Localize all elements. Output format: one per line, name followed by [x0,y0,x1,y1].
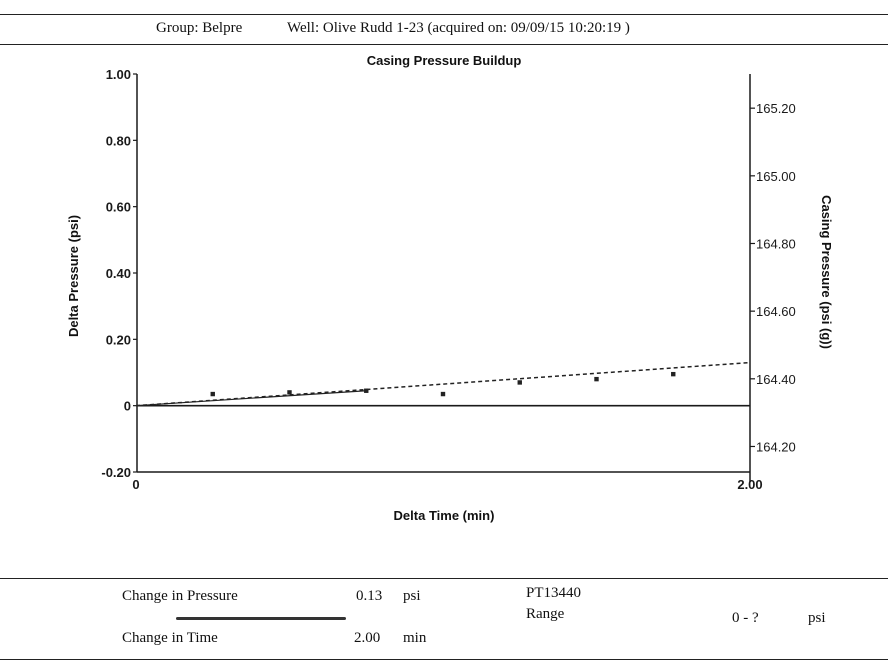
y-tick-label-5: 0.80 [106,133,131,148]
y-tick-label-3: 0.40 [106,266,131,281]
data-point-1 [287,390,292,395]
x-axis-title: Delta Time (min) [394,508,495,523]
change-time-value: 2.00 [354,630,381,646]
pressure-legend-line [176,617,346,620]
chart-title: Casing Pressure Buildup [367,53,522,68]
data-point-2 [364,388,369,393]
change-time-label: Change in Time [122,630,218,646]
y-tick-label-0: -0.20 [101,465,131,480]
x-tick-label-1: 2.00 [737,477,762,492]
footer-rule-top [0,578,888,579]
axes [133,73,755,482]
header-rule [0,44,888,45]
y-tick-label-1: 0 [124,399,131,414]
data-point-4 [517,380,522,385]
change-pressure-unit: psi [403,588,421,604]
y2-tick-label-2: 164.60 [756,304,796,319]
range-label: Range [526,606,565,622]
trend-line [135,361,751,407]
top-rule [0,14,888,15]
range-unit: psi [808,610,826,626]
data-point-0 [210,391,215,397]
y2-axis-title: Casing Pressure (psi (g)) [819,195,834,349]
y-tick-label-2: 0.20 [106,332,131,347]
x-tick-label-0: 0 [132,477,139,492]
y-tick-label-6: 1.00 [106,67,131,82]
data-point-5 [594,376,599,382]
y2-tick-label-3: 164.80 [756,236,796,251]
tick-labels: -0.2000.200.400.600.801.00164.20164.4016… [101,67,795,492]
y2-tick-label-1: 164.40 [756,372,796,387]
change-time-unit: min [403,630,427,646]
data-point-3 [440,391,446,397]
y-tick-label-4: 0.60 [106,200,131,215]
y2-tick-label-5: 165.20 [756,101,796,116]
data-marks [135,361,751,407]
sensor-id: PT13440 [526,585,582,601]
y-axis-title: Delta Pressure (psi) [66,215,81,337]
range-value: 0 - ? [732,610,759,626]
well-label: Well: Olive Rudd 1-23 (acquired on: 09/0… [287,20,630,36]
data-point-6 [671,371,676,377]
footer-rule-bottom [0,659,888,660]
change-pressure-label: Change in Pressure [122,588,238,604]
fit-segment [135,390,367,407]
y2-tick-label-0: 164.20 [756,439,796,454]
group-label: Group: Belpre [156,20,243,36]
change-pressure-value: 0.13 [356,588,383,604]
y2-tick-label-4: 165.00 [756,169,796,184]
